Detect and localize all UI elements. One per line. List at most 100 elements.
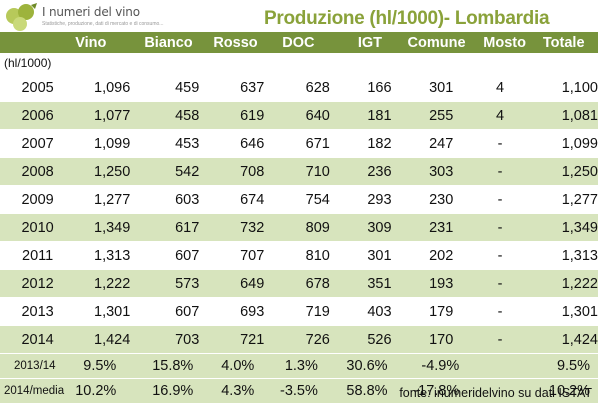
value-cell: 1,424 [75,325,139,354]
change-row: 2013/14 9.5% 15.8% 4.0% 1.3% 30.6% -4.9% 9.5% [0,353,598,379]
value-cell: 1,100 [530,73,598,102]
value-cell: 693 [207,297,275,326]
col-header-rosso: Rosso [207,32,275,53]
value-cell: 453 [138,129,208,158]
value-cell: 1,349 [530,213,598,242]
value-cell: 170 [405,325,470,354]
value-cell: - [469,157,531,186]
change-cell: 15.8% [138,353,208,379]
value-cell: 1,250 [530,157,598,186]
change-cell: 9.5% [530,353,598,379]
table-row: 2012 1,222 573 649 678 351 193-1,222 [0,269,598,298]
value-cell: 607 [138,241,208,270]
logo: I numeri del vino Statistiche, produzion… [4,2,204,32]
value-cell: 754 [274,185,342,214]
change-cell: 16.9% [138,378,208,403]
value-cell: 4 [469,73,531,102]
table-row: 2007 1,099 453 646 671 182 247-1,099 [0,129,598,158]
value-cell: 231 [405,213,470,242]
value-cell: 619 [207,101,275,130]
col-header-comune: Comune [405,32,470,53]
value-cell: 1,313 [530,241,598,270]
value-cell: 1,099 [75,129,139,158]
value-cell: 179 [405,297,470,326]
unit-row: (hl/1000) [0,53,598,74]
value-cell: 1,077 [75,101,139,130]
change-cell [469,378,531,403]
change-cell: 30.6% [341,353,406,379]
table-row: 2014 1,424 703 721 726 526 170-1,424 [0,325,598,354]
value-cell: 236 [341,157,406,186]
value-cell: 678 [274,269,342,298]
value-cell: 710 [274,157,342,186]
year-cell: 2007 [0,129,76,158]
value-cell: 181 [341,101,406,130]
value-cell: 4 [469,101,531,130]
change-row: 2014/media 10.2% 16.9% 4.3% -3.5% 58.8% -17.8%… [0,378,598,403]
year-cell: 2008 [0,157,76,186]
value-cell: 732 [207,213,275,242]
change-cell [469,353,531,379]
year-cell: 2011 [0,241,76,270]
value-cell: 708 [207,157,275,186]
value-cell: 640 [274,101,342,130]
value-cell: 1,277 [75,185,139,214]
change-cell: 10.2% [75,378,139,403]
value-cell: 293 [341,185,406,214]
logo-title: I numeri del vino [42,5,140,19]
value-cell: 458 [138,101,208,130]
value-cell: 603 [138,185,208,214]
value-cell: 1,250 [75,157,139,186]
change-cell: 10.2% [530,378,598,403]
year-cell: 2014 [0,325,76,354]
value-cell: 247 [405,129,470,158]
table-row: 2008 1,250 542 708 710 236 303-1,250 [0,157,598,186]
header-corner [0,32,76,53]
change-cell: -4.9% [405,353,470,379]
value-cell: 573 [138,269,208,298]
table-row: 2010 1,349 617 732 809 309 231-1,349 [0,213,598,242]
change-label: 2013/14 [0,353,76,379]
production-table: Vino Bianco Rosso DOC IGT Comune Mosto T… [0,32,598,403]
col-header-totale: Totale [530,32,598,53]
col-header-bianco: Bianco [138,32,208,53]
value-cell: 637 [207,73,275,102]
value-cell: 309 [341,213,406,242]
value-cell: 403 [341,297,406,326]
source-note: fonte: inumeridelvino su dati ISTAT [399,386,592,400]
change-cell: 9.5% [75,353,139,379]
table-row: 2006 1,077 458 619 640 181 255 4 1,081 [0,101,598,130]
value-cell: 459 [138,73,208,102]
value-cell: 719 [274,297,342,326]
value-cell: 1,099 [530,129,598,158]
grape-logo-icon [6,3,37,31]
value-cell: - [469,185,531,214]
value-cell: 166 [341,73,406,102]
value-cell: 255 [405,101,470,130]
value-cell: 193 [405,269,470,298]
change-cell: 1.3% [274,353,342,379]
value-cell: 707 [207,241,275,270]
logo-subtitle: Statistiche, produzione, dati di mercato… [42,21,164,27]
value-cell: 301 [341,241,406,270]
value-cell: 628 [274,73,342,102]
change-cell: -3.5% [274,378,342,403]
page-title: Produzione (hl/1000)- Lombardia [264,8,550,29]
value-cell: 649 [207,269,275,298]
value-cell: 303 [405,157,470,186]
change-cell: -17.8% [405,378,470,403]
col-header-igt: IGT [341,32,406,53]
value-cell: - [469,325,531,354]
col-header-mosto: Mosto [469,32,531,53]
value-cell: 1,222 [530,269,598,298]
year-cell: 2012 [0,269,76,298]
year-cell: 2013 [0,297,76,326]
value-cell: - [469,129,531,158]
value-cell: 1,277 [530,185,598,214]
col-header-doc: DOC [274,32,342,53]
value-cell: 1,301 [530,297,598,326]
change-label: 2014/media [0,378,76,403]
value-cell: 703 [138,325,208,354]
value-cell: 1,349 [75,213,139,242]
value-cell: 671 [274,129,342,158]
